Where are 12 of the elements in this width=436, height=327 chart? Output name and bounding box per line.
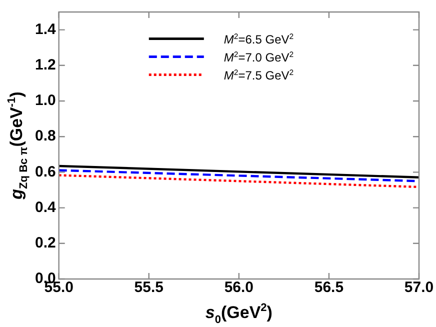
x-tick-label: 56.0 [224,279,254,296]
y-tick-label: 1.2 [34,56,56,74]
y-tick-label: 0.6 [34,163,56,180]
x-tick-label: 57.0 [404,279,434,296]
y-tick-label: 1.0 [34,92,56,110]
y-tick-label: 0.2 [34,234,56,252]
y-tick-label: 0.4 [34,198,56,216]
x-tick-label: 56.5 [314,279,344,296]
y-tick-label: 0.8 [34,128,56,145]
y-tick-label: 1.4 [34,20,56,38]
y-axis-title: gZq Bc π(GeV-1) [6,92,30,200]
x-tick-label: 55.5 [134,279,164,296]
